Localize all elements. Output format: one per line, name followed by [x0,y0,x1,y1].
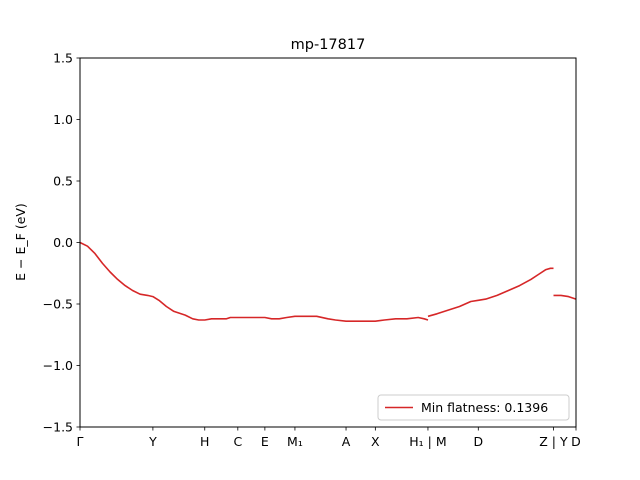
y-axis-label: E − E_F (eV) [13,203,28,281]
y-tick-label: −1.0 [43,358,73,373]
legend-label: Min flatness: 0.1396 [421,400,548,415]
y-tick-label: −1.5 [43,420,73,435]
series-line-segment [427,267,554,318]
x-tick-label: E [261,434,269,449]
x-tick-label: C [233,434,242,449]
x-tick-label: M₁ [287,434,303,449]
x-tick-label: Z | Y [539,434,568,449]
series-line-segment [553,294,577,300]
chart-title: mp-17817 [291,37,366,53]
y-tick-label: 1.0 [53,112,73,127]
plot-frame [79,57,577,428]
y-tick-label: −0.5 [43,297,73,312]
y-tick-label: 0.5 [53,174,73,189]
x-tick-label: H [200,434,209,449]
y-tick-label: 0.0 [53,235,73,250]
y-tick-label: 1.5 [53,51,73,66]
x-tick-label: A [342,434,351,449]
x-tick-label: Γ [77,434,84,449]
x-tick-label: Y [148,434,157,449]
legend-box [377,394,570,421]
legend: Min flatness: 0.1396 [377,394,570,421]
x-tick-label: D [571,434,581,449]
x-tick-label: X [371,434,380,449]
series-group [79,241,577,322]
x-tick-label: D [473,434,483,449]
series-line-segment [79,241,429,322]
x-tick-label: H₁ | M [409,434,446,449]
y-axis: −1.5 −1.0 −0.5 0.0 0.5 1.0 1.5 [43,51,80,435]
